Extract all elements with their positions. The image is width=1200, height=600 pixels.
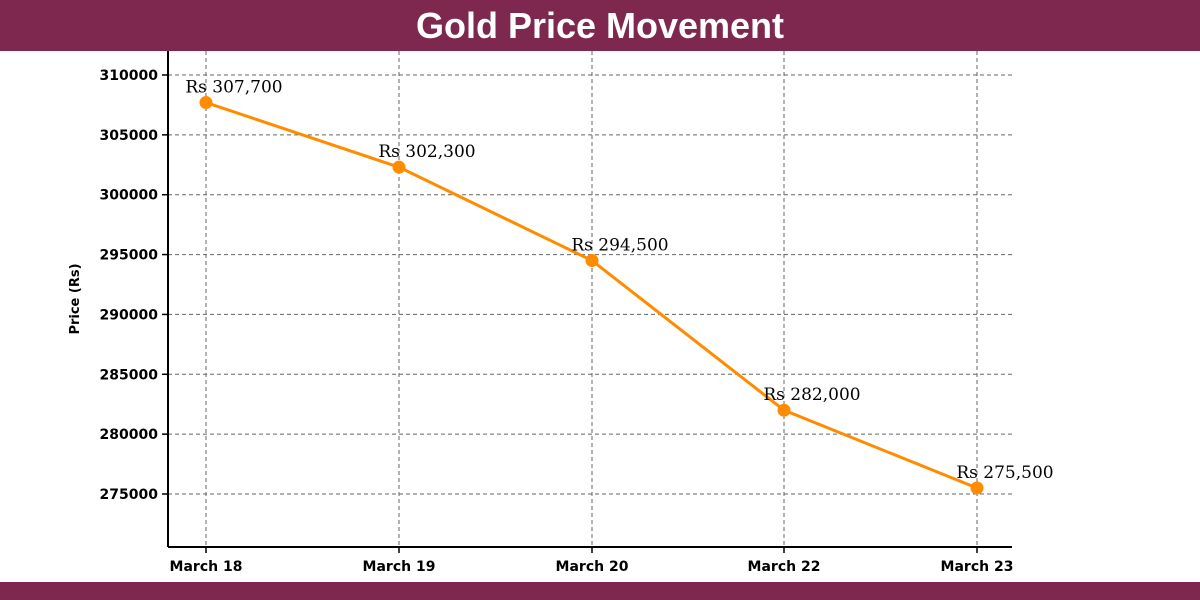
y-tick-label: 295000 xyxy=(100,248,159,264)
y-tick-label: 310000 xyxy=(100,68,159,84)
y-axis-label: Price (Rs) xyxy=(68,263,83,334)
data-label: Rs 282,000 xyxy=(763,385,860,405)
y-tick-label: 305000 xyxy=(100,128,159,144)
data-point xyxy=(199,96,213,110)
x-tick-label: March 23 xyxy=(941,559,1014,575)
y-tick-label: 280000 xyxy=(100,427,159,443)
data-point xyxy=(970,481,984,495)
x-tick-label: March 19 xyxy=(363,559,436,575)
data-label: Rs 307,700 xyxy=(185,78,282,98)
data-point xyxy=(585,254,599,268)
data-label: Rs 294,500 xyxy=(571,236,668,256)
x-tick-label: March 22 xyxy=(748,559,821,575)
y-tick-label: 275000 xyxy=(100,487,159,503)
y-tick-label: 290000 xyxy=(100,307,159,323)
x-tick-label: March 20 xyxy=(556,559,629,575)
footer-banner xyxy=(0,582,1200,600)
x-tick-label: March 18 xyxy=(170,559,243,575)
data-label: Rs 302,300 xyxy=(378,142,475,162)
data-point xyxy=(777,403,791,417)
chart-title-banner: Gold Price Movement xyxy=(0,0,1200,51)
data-label: Rs 275,500 xyxy=(956,463,1053,483)
y-tick-label: 285000 xyxy=(100,367,159,383)
data-point xyxy=(392,160,406,174)
y-tick-label: 300000 xyxy=(100,188,159,204)
chart-title: Gold Price Movement xyxy=(415,5,785,46)
